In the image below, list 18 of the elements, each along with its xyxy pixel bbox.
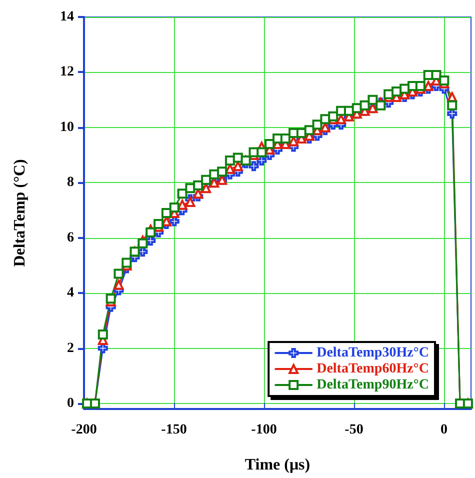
y-tick-label: 10 bbox=[60, 120, 74, 135]
y-tick-label: 0 bbox=[67, 396, 74, 411]
y-tick-label: 4 bbox=[67, 286, 74, 301]
x-tick-label: -100 bbox=[251, 422, 277, 438]
legend-label: DeltaTemp90Hz°C bbox=[316, 378, 430, 392]
x-tick-label: -200 bbox=[71, 422, 97, 438]
legend-label: DeltaTemp60Hz°C bbox=[316, 362, 430, 376]
y-tick-label: 2 bbox=[67, 340, 74, 356]
y-tick-label: 8 bbox=[67, 175, 74, 190]
x-tick-label: -50 bbox=[344, 422, 364, 438]
y-axis-title: DeltaTemp (°C) bbox=[12, 159, 28, 267]
x-tick-label: -150 bbox=[161, 422, 187, 438]
y-tick-label: 6 bbox=[67, 230, 74, 246]
x-tick-label: 0 bbox=[440, 422, 448, 438]
x-axis-title: Time (μs) bbox=[244, 456, 310, 474]
y-tick-label: 14 bbox=[60, 10, 74, 24]
legend-label: DeltaTemp30Hz°C bbox=[316, 346, 430, 360]
y-tick-label: 12 bbox=[60, 64, 74, 80]
